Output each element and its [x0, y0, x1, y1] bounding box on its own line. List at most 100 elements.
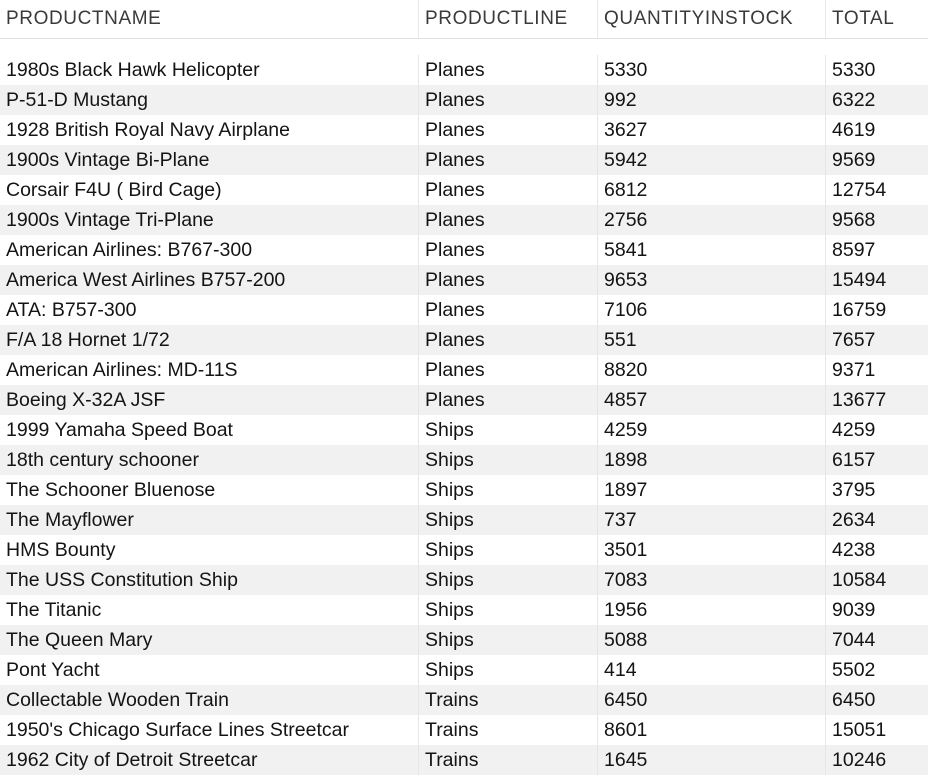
cell-productline[interactable]: Planes [419, 85, 598, 115]
cell-total[interactable]: 9569 [832, 149, 876, 171]
cell-quantityinstock[interactable]: 414 [598, 655, 826, 685]
cell-productname[interactable]: P-51-D Mustang [0, 85, 419, 115]
table-row[interactable]: 1980s Black Hawk Helicopter Planes 5330 533… [0, 55, 928, 85]
cell-productline[interactable]: Planes [419, 115, 598, 145]
cell-productline[interactable]: Planes [419, 355, 598, 385]
cell-total[interactable]: 6322 [832, 89, 876, 111]
cell-productname[interactable]: Boeing X-32A JSF [0, 385, 419, 415]
cell-productline[interactable]: Planes [419, 325, 598, 355]
cell-productline[interactable]: Planes [419, 205, 598, 235]
cell-quantityinstock[interactable]: 8820 [598, 355, 826, 385]
table-row[interactable]: ATA: B757-300 Planes 7106 16759 [0, 295, 928, 325]
cell-quantityinstock[interactable]: 4857 [598, 385, 826, 415]
cell-total[interactable]: 9568 [832, 209, 876, 231]
cell-quantityinstock[interactable]: 6812 [598, 175, 826, 205]
cell-productline[interactable]: Planes [419, 235, 598, 265]
cell-productname[interactable]: 1950's Chicago Surface Lines Streetcar [0, 715, 419, 745]
cell-productline[interactable]: Planes [419, 265, 598, 295]
cell-productname[interactable]: 1928 British Royal Navy Airplane [0, 115, 419, 145]
cell-productline[interactable]: Planes [419, 145, 598, 175]
cell-productline[interactable]: Ships [419, 445, 598, 475]
cell-total[interactable]: 4238 [832, 539, 876, 561]
table-row[interactable]: HMS Bounty Ships 3501 4238 [0, 535, 928, 565]
table-row[interactable]: American Airlines: MD-11S Planes 8820 9371 [0, 355, 928, 385]
cell-productline[interactable]: Ships [419, 535, 598, 565]
table-row[interactable]: America West Airlines B757-200 Planes 9653… [0, 265, 928, 295]
cell-productname[interactable]: American Airlines: MD-11S [0, 355, 419, 385]
cell-total[interactable]: 13677 [832, 389, 887, 411]
cell-productline[interactable]: Planes [419, 295, 598, 325]
cell-productname[interactable]: Pont Yacht [0, 655, 419, 685]
cell-productname[interactable]: The USS Constitution Ship [0, 565, 419, 595]
table-row[interactable]: 1900s Vintage Tri-Plane Planes 2756 9568 [0, 205, 928, 235]
table-row[interactable]: 18th century schooner Ships 1898 6157 [0, 445, 928, 475]
cell-productname[interactable]: 1900s Vintage Tri-Plane [0, 205, 419, 235]
cell-quantityinstock[interactable]: 5330 [598, 55, 826, 85]
cell-productline[interactable]: Planes [419, 385, 598, 415]
table-row[interactable]: Corsair F4U ( Bird Cage) Planes 6812 12754 [0, 175, 928, 205]
cell-total[interactable]: 3795 [832, 479, 876, 501]
cell-total[interactable]: 16759 [832, 299, 887, 321]
cell-total[interactable]: 7657 [832, 329, 876, 351]
column-header-total[interactable]: TOTAL [832, 8, 895, 29]
table-row[interactable]: 1900s Vintage Bi-Plane Planes 5942 9569 [0, 145, 928, 175]
cell-productline[interactable]: Trains [419, 685, 598, 715]
cell-quantityinstock[interactable]: 1645 [598, 745, 826, 775]
cell-productline[interactable]: Trains [419, 745, 598, 775]
cell-total[interactable]: 7044 [832, 629, 876, 651]
table-row[interactable]: Collectable Wooden Train Trains 6450 6450 [0, 685, 928, 715]
table-row[interactable]: 1999 Yamaha Speed Boat Ships 4259 4259 [0, 415, 928, 445]
cell-total[interactable]: 5330 [832, 59, 876, 81]
cell-quantityinstock[interactable]: 6450 [598, 685, 826, 715]
cell-productline[interactable]: Ships [419, 505, 598, 535]
column-header-productline[interactable]: PRODUCTLINE [419, 0, 598, 38]
cell-quantityinstock[interactable]: 737 [598, 505, 826, 535]
cell-productname[interactable]: 1900s Vintage Bi-Plane [0, 145, 419, 175]
table-row[interactable]: The USS Constitution Ship Ships 7083 10584 [0, 565, 928, 595]
cell-quantityinstock[interactable]: 1898 [598, 445, 826, 475]
table-row[interactable]: 1962 City of Detroit Streetcar Trains 1645… [0, 745, 928, 775]
column-header-quantityinstock[interactable]: QUANTITYINSTOCK [598, 0, 826, 38]
cell-quantityinstock[interactable]: 3627 [598, 115, 826, 145]
cell-productname[interactable]: Corsair F4U ( Bird Cage) [0, 175, 419, 205]
cell-quantityinstock[interactable]: 8601 [598, 715, 826, 745]
cell-quantityinstock[interactable]: 1897 [598, 475, 826, 505]
cell-productname[interactable]: The Titanic [0, 595, 419, 625]
cell-productline[interactable]: Trains [419, 715, 598, 745]
cell-productline[interactable]: Ships [419, 475, 598, 505]
cell-total[interactable]: 12754 [832, 179, 887, 201]
cell-productname[interactable]: The Schooner Bluenose [0, 475, 419, 505]
table-row[interactable]: The Titanic Ships 1956 9039 [0, 595, 928, 625]
cell-productname[interactable]: The Queen Mary [0, 625, 419, 655]
cell-productname[interactable]: American Airlines: B767-300 [0, 235, 419, 265]
cell-quantityinstock[interactable]: 1956 [598, 595, 826, 625]
cell-quantityinstock[interactable]: 992 [598, 85, 826, 115]
cell-total[interactable]: 6157 [832, 449, 876, 471]
cell-quantityinstock[interactable]: 3501 [598, 535, 826, 565]
cell-quantityinstock[interactable]: 4259 [598, 415, 826, 445]
table-row[interactable]: The Queen Mary Ships 5088 7044 [0, 625, 928, 655]
cell-total[interactable]: 10584 [832, 569, 887, 591]
cell-productname[interactable]: 18th century schooner [0, 445, 419, 475]
cell-total[interactable]: 4259 [832, 419, 876, 441]
table-row[interactable]: P-51-D Mustang Planes 992 6322 [0, 85, 928, 115]
cell-productname[interactable]: F/A 18 Hornet 1/72 [0, 325, 419, 355]
cell-quantityinstock[interactable]: 9653 [598, 265, 826, 295]
cell-quantityinstock[interactable]: 551 [598, 325, 826, 355]
cell-total[interactable]: 4619 [832, 119, 876, 141]
cell-productname[interactable]: 1962 City of Detroit Streetcar [0, 745, 419, 775]
table-row[interactable]: The Mayflower Ships 737 2634 [0, 505, 928, 535]
cell-quantityinstock[interactable]: 5841 [598, 235, 826, 265]
table-row[interactable]: Boeing X-32A JSF Planes 4857 13677 [0, 385, 928, 415]
column-header-productname[interactable]: PRODUCTNAME [0, 0, 419, 38]
cell-productline[interactable]: Planes [419, 55, 598, 85]
cell-productname[interactable]: America West Airlines B757-200 [0, 265, 419, 295]
cell-total[interactable]: 2634 [832, 509, 876, 531]
cell-productline[interactable]: Ships [419, 415, 598, 445]
cell-total[interactable]: 15051 [832, 719, 887, 741]
cell-total[interactable]: 6450 [832, 689, 876, 711]
cell-quantityinstock[interactable]: 2756 [598, 205, 826, 235]
cell-productline[interactable]: Ships [419, 655, 598, 685]
cell-productname[interactable]: Collectable Wooden Train [0, 685, 419, 715]
cell-productname[interactable]: The Mayflower [0, 505, 419, 535]
